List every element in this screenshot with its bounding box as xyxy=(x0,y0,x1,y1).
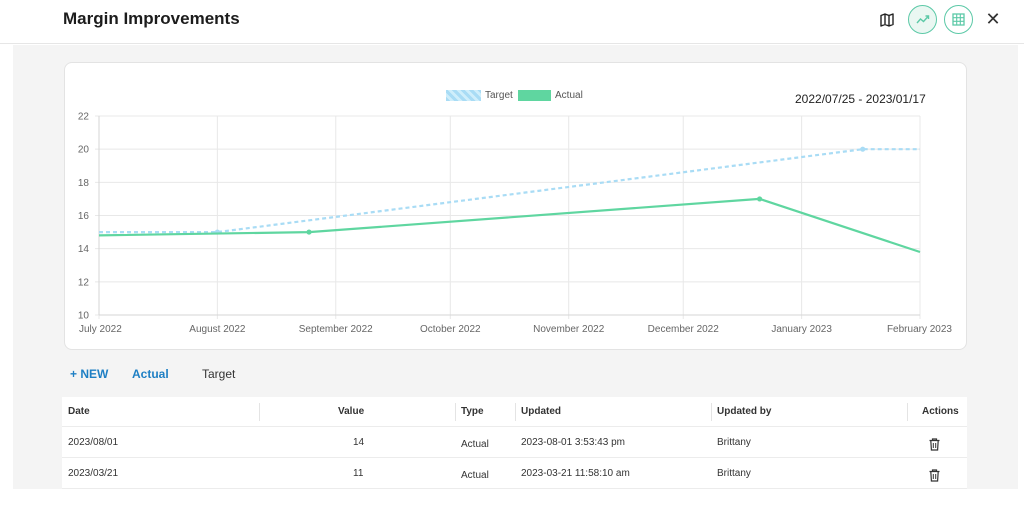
x-tick-label: July 2022 xyxy=(79,324,122,335)
cell-updated: 2023-08-01 3:53:43 pm xyxy=(521,436,625,448)
x-tick-label: November 2022 xyxy=(533,324,605,335)
legend-label-actual[interactable]: Actual xyxy=(555,90,583,101)
entries-table: Date Value Type Updated Updated by Actio… xyxy=(62,397,967,489)
y-tick-label: 10 xyxy=(78,311,90,322)
delete-icon[interactable] xyxy=(922,460,946,490)
column-header-value[interactable]: Value xyxy=(338,406,365,417)
legend-swatch-target[interactable] xyxy=(446,90,481,101)
modal-header: Margin Improvements ✕ xyxy=(0,0,1024,44)
column-header-updated-by[interactable]: Updated by xyxy=(717,406,772,417)
x-tick-label: December 2022 xyxy=(648,324,720,335)
table-row[interactable]: 2023/03/21 11 Actual 2023-03-21 11:58:10… xyxy=(62,458,967,489)
date-range[interactable]: 2022/07/25 - 2023/01/17 xyxy=(795,92,926,106)
x-tick-label: January 2023 xyxy=(771,324,832,335)
y-tick-label: 12 xyxy=(78,277,90,288)
x-tick-label: August 2022 xyxy=(189,324,246,335)
y-tick-label: 14 xyxy=(78,244,90,255)
chart-series xyxy=(98,146,921,254)
cell-date: 2023/03/21 xyxy=(68,467,119,479)
close-icon[interactable]: ✕ xyxy=(985,8,1001,29)
column-header-type[interactable]: Type xyxy=(461,406,484,417)
y-tick-label: 18 xyxy=(78,178,90,189)
x-tick-label: September 2022 xyxy=(299,324,373,335)
page-title: Margin Improvements xyxy=(63,9,240,28)
y-tick-label: 20 xyxy=(78,145,90,156)
series-line-actual xyxy=(98,197,921,254)
legend-label-target[interactable]: Target xyxy=(485,90,513,101)
delete-icon[interactable] xyxy=(922,429,946,459)
table-row[interactable]: 2023/08/01 14 Actual 2023-08-01 3:53:43 … xyxy=(62,427,967,458)
table-header-row: Date Value Type Updated Updated by Actio… xyxy=(62,397,967,427)
legend-swatch-actual[interactable] xyxy=(518,90,551,101)
map-icon[interactable] xyxy=(877,10,897,30)
chart-grid xyxy=(95,115,921,319)
cell-type: Actual xyxy=(461,469,489,481)
y-tick-label: 16 xyxy=(78,211,90,222)
cell-value: 14 xyxy=(353,436,365,448)
data-point-actual xyxy=(757,196,763,202)
cell-type: Actual xyxy=(461,438,489,450)
trend-chart-icon[interactable] xyxy=(908,5,937,34)
y-axis-ticks: 10 12 14 16 18 20 22 xyxy=(78,112,90,322)
column-header-updated[interactable]: Updated xyxy=(521,406,561,417)
cell-date: 2023/08/01 xyxy=(68,436,119,448)
cell-updated-by: Brittany xyxy=(717,467,751,479)
column-header-actions: Actions xyxy=(922,406,959,417)
x-axis-ticks: July 2022 August 2022 September 2022 Octobe… xyxy=(79,324,952,335)
cell-value: 11 xyxy=(353,467,364,479)
tab-actual[interactable]: Actual xyxy=(132,367,169,381)
cell-updated: 2023-03-21 11:58:10 am xyxy=(521,467,630,479)
x-tick-label: February 2023 xyxy=(887,324,952,335)
y-tick-label: 22 xyxy=(78,112,90,123)
chart-card xyxy=(64,62,967,350)
data-point-target xyxy=(860,146,866,152)
table-icon[interactable] xyxy=(944,5,973,34)
tab-target[interactable]: Target xyxy=(202,367,236,381)
data-point-actual xyxy=(306,229,312,235)
x-tick-label: October 2022 xyxy=(420,324,481,335)
column-header-date[interactable]: Date xyxy=(68,406,90,417)
series-line-target xyxy=(99,148,920,234)
new-entry-button[interactable]: + NEW xyxy=(70,367,109,381)
cell-updated-by: Brittany xyxy=(717,436,751,448)
